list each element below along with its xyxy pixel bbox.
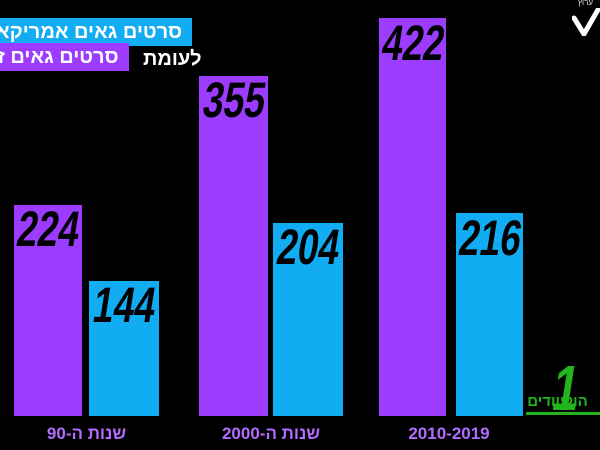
svg-text:204: 204 (273, 220, 344, 275)
svg-text:216: 216 (455, 211, 525, 266)
svg-text:144: 144 (89, 278, 160, 333)
svg-text:355: 355 (199, 73, 269, 128)
svg-text:422: 422 (378, 16, 448, 71)
